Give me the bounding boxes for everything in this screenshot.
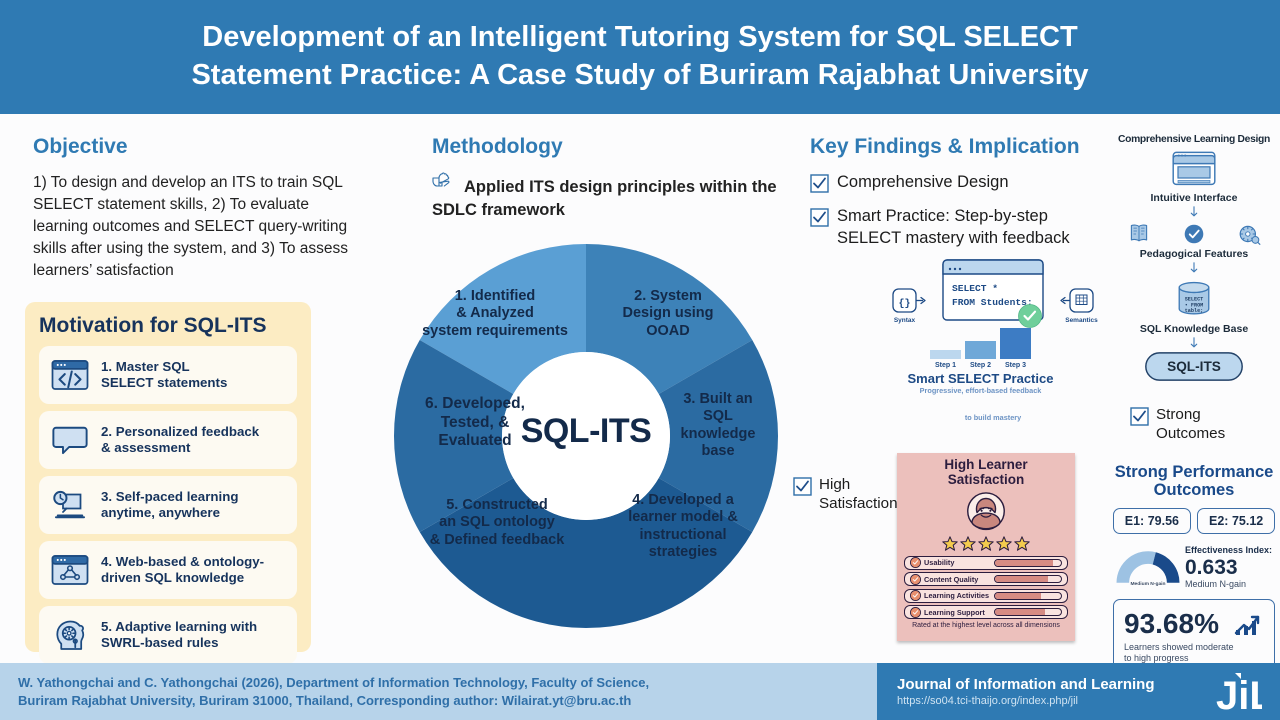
svg-text:Step 3: Step 3	[1005, 362, 1026, 369]
svg-text:Progressive, effort-based feed: Progressive, effort-based feedback	[920, 386, 1043, 395]
svg-text:Medium N-gain: Medium N-gain	[1130, 581, 1165, 587]
svg-text:Syntax: Syntax	[894, 317, 916, 324]
svg-text:table;: table;	[1185, 308, 1204, 314]
svg-text:Semantics: Semantics	[1065, 317, 1098, 324]
svg-text:JiL: JiL	[1216, 674, 1262, 715]
svg-text:Step 1: Step 1	[935, 362, 956, 369]
svg-text:Step 2: Step 2	[970, 362, 991, 369]
svg-text:{}: {}	[898, 298, 910, 310]
svg-text:FROM Students;: FROM Students;	[952, 297, 1033, 308]
svg-text:Smart SELECT Practice: Smart SELECT Practice	[908, 371, 1054, 386]
svg-text:SELECT *: SELECT *	[952, 283, 998, 294]
svg-text:SQL-ITS: SQL-ITS	[1167, 359, 1221, 374]
